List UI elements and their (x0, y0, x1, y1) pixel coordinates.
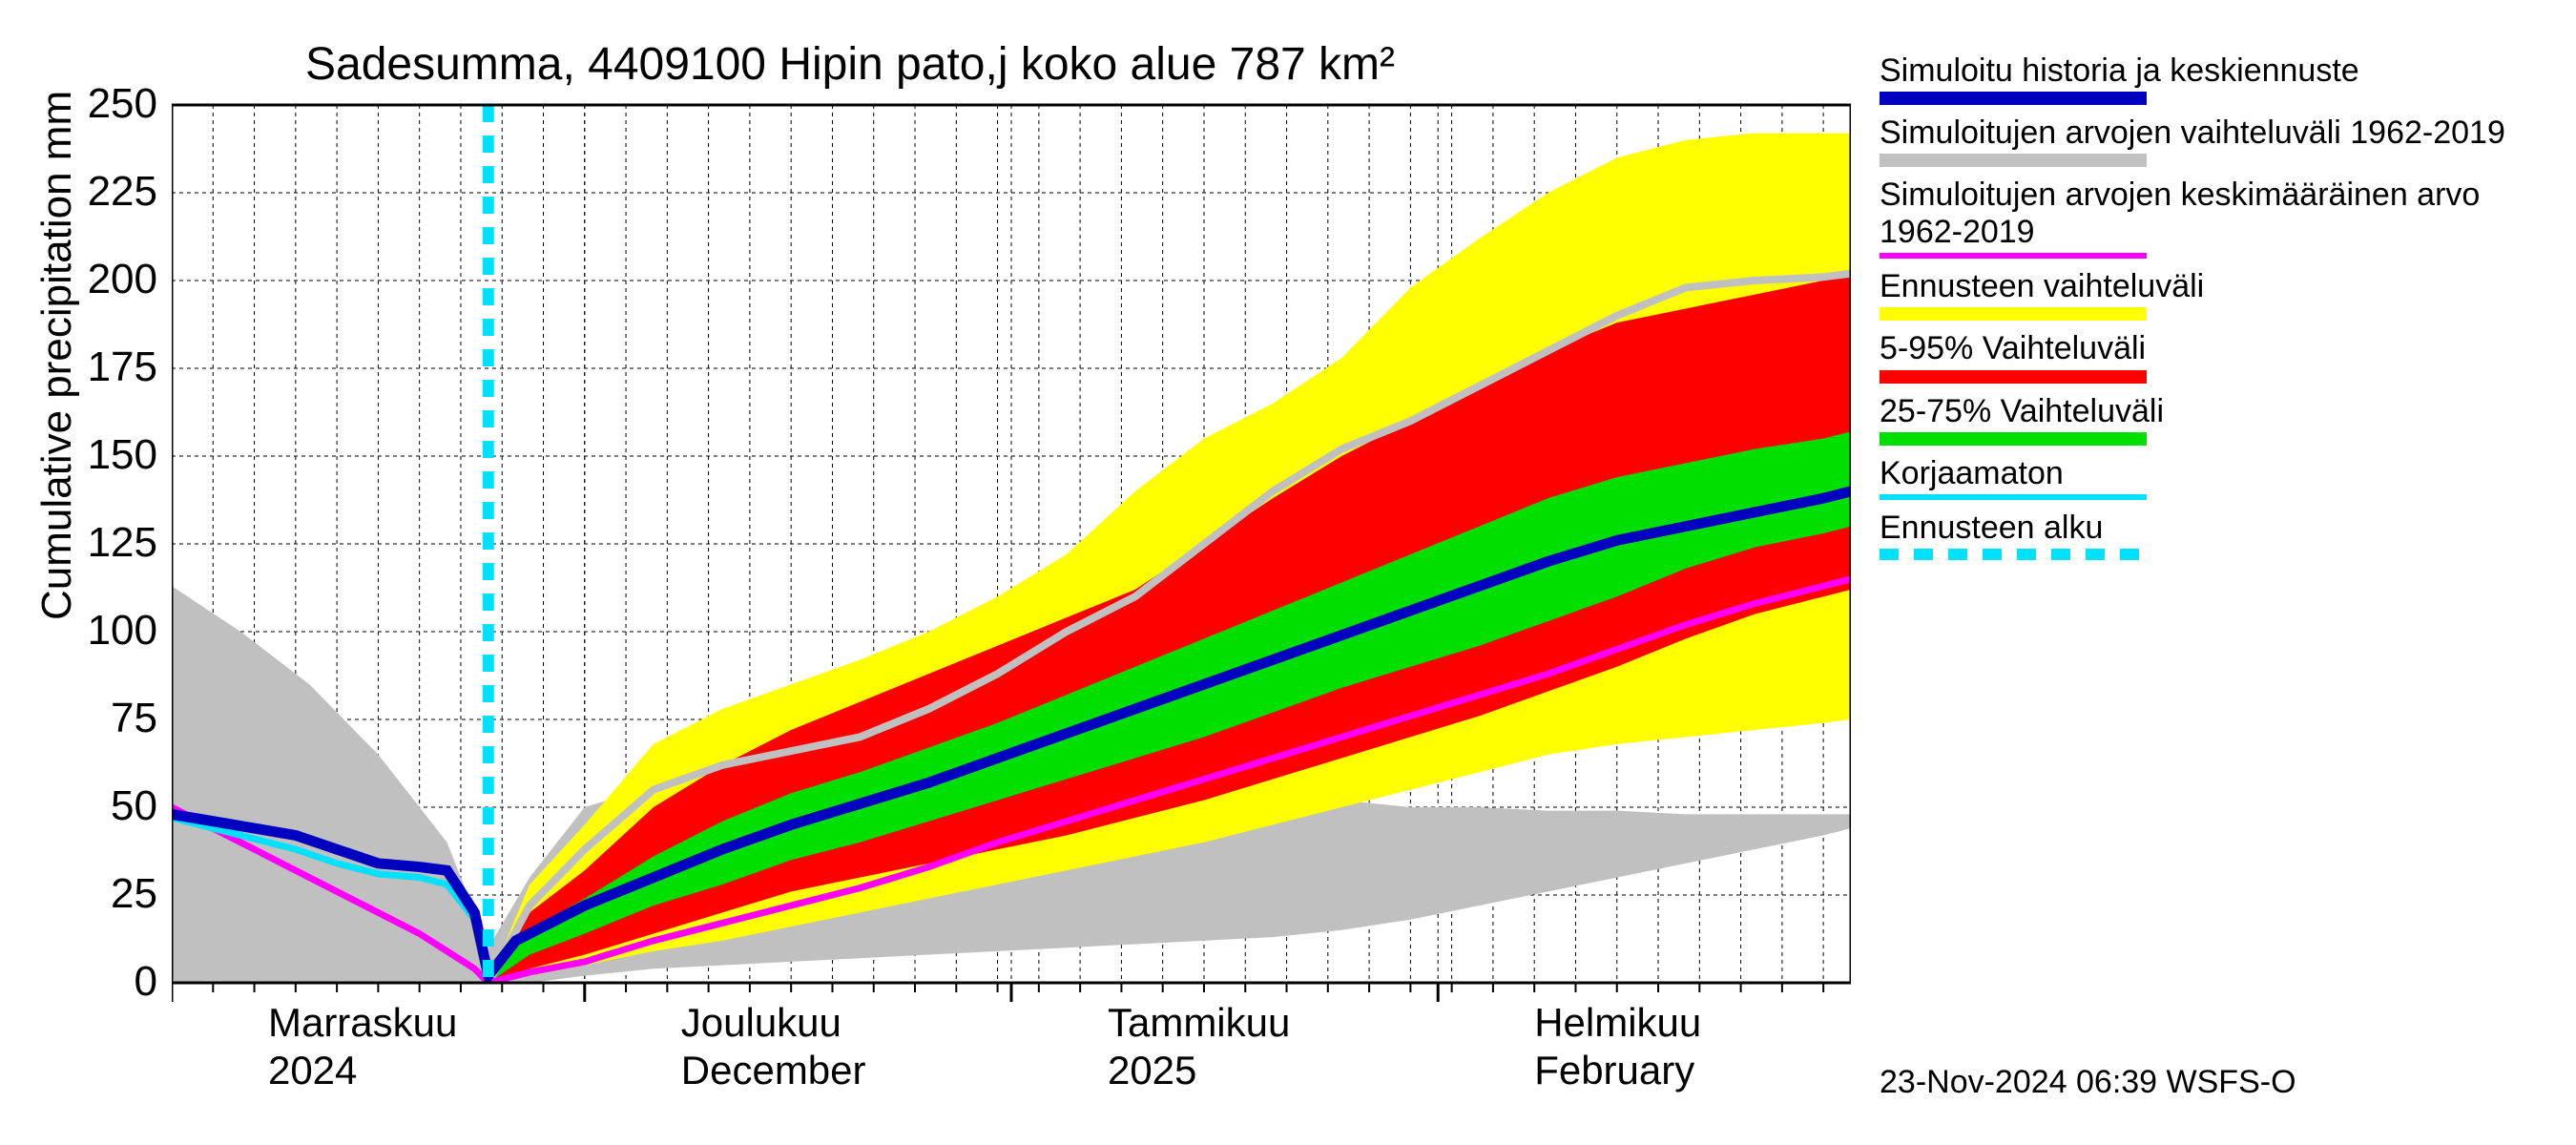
legend-entry: Korjaamaton (1880, 455, 2547, 500)
legend-swatch (1880, 253, 2147, 259)
legend-label: Ennusteen vaihteluväli (1880, 268, 2547, 305)
legend-label: 5-95% Vaihteluväli (1880, 330, 2547, 367)
timestamp-label: 23-Nov-2024 06:39 WSFS-O (1880, 1064, 2296, 1101)
y-tick-label: 0 (72, 958, 157, 1006)
y-tick-label: 150 (72, 431, 157, 479)
y-tick-label: 75 (72, 695, 157, 742)
y-tick-label: 250 (72, 80, 157, 128)
legend-label: Simuloitujen arvojen keskimääräinen arvo… (1880, 177, 2547, 251)
legend-label: Simuloitu historia ja keskiennuste (1880, 52, 2547, 90)
legend-swatch (1880, 154, 2147, 167)
y-tick-label: 25 (72, 870, 157, 918)
y-tick-label: 50 (72, 782, 157, 830)
legend-entry: Simuloitu historia ja keskiennuste (1880, 52, 2547, 105)
legend-swatch (1880, 432, 2147, 446)
legend-label: Simuloitujen arvojen vaihteluväli 1962-2… (1880, 114, 2547, 152)
x-tick-label-top: Marraskuu (268, 1000, 457, 1046)
x-tick-label-bot: December (681, 1048, 866, 1093)
y-tick-label: 125 (72, 519, 157, 567)
legend-swatch (1880, 92, 2147, 105)
legend-swatch (1880, 370, 2147, 384)
x-tick-label-bot: February (1534, 1048, 1694, 1093)
x-tick-label-top: Tammikuu (1108, 1000, 1290, 1046)
x-tick-label-bot: 2025 (1108, 1048, 1196, 1093)
y-tick-label: 200 (72, 256, 157, 303)
legend-label: 25-75% Vaihteluväli (1880, 393, 2547, 430)
x-tick-label-top: Joulukuu (681, 1000, 841, 1046)
x-tick-label-top: Helmikuu (1534, 1000, 1701, 1046)
legend-entry: Simuloitujen arvojen keskimääräinen arvo… (1880, 177, 2547, 259)
y-tick-label: 100 (72, 607, 157, 655)
plot-svg (172, 57, 1851, 1021)
legend-entry: Ennusteen vaihteluväli (1880, 268, 2547, 321)
chart-root: Sadesumma, 4409100 Hipin pato,j koko alu… (0, 0, 2576, 1145)
plot-area (172, 57, 1851, 1021)
legend-label: Korjaamaton (1880, 455, 2547, 492)
x-tick-label-bot: 2024 (268, 1048, 357, 1093)
legend-entry: 25-75% Vaihteluväli (1880, 393, 2547, 446)
legend-swatch (1880, 494, 2147, 500)
legend-entry: 5-95% Vaihteluväli (1880, 330, 2547, 383)
legend-entry: Simuloitujen arvojen vaihteluväli 1962-2… (1880, 114, 2547, 167)
legend-swatch (1880, 549, 2147, 560)
legend-swatch (1880, 307, 2147, 321)
legend: Simuloitu historia ja keskiennuste Simulo… (1880, 52, 2547, 570)
y-tick-label: 225 (72, 168, 157, 216)
legend-entry: Ennusteen alku (1880, 510, 2547, 560)
legend-label: Ennusteen alku (1880, 510, 2547, 547)
y-tick-label: 175 (72, 344, 157, 391)
